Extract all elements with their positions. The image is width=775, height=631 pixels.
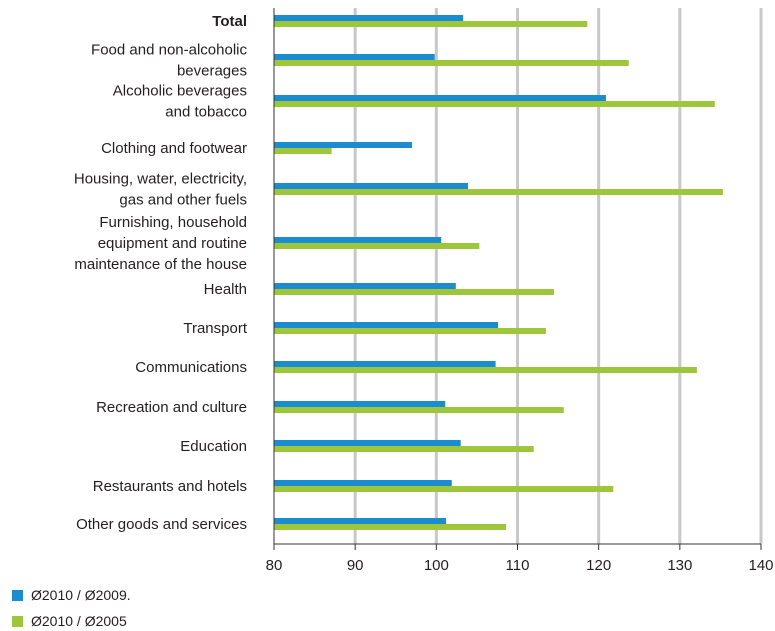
bar-series-1-6 (274, 283, 456, 289)
bar-series-1-11 (274, 480, 452, 486)
category-label-4-line-1: gas and other fuels (119, 192, 247, 209)
bar-series-1-12 (274, 518, 447, 524)
legend-swatch-series-1 (12, 589, 23, 601)
x-tick-label-100: 100 (424, 557, 449, 574)
legend-label-series-1: Ø2010 / Ø2009. (31, 587, 131, 603)
category-label-9-line-0: Recreation and culture (96, 399, 247, 416)
bar-series-1-8 (274, 361, 496, 367)
category-label-0-line-0: Total (212, 13, 247, 30)
x-tick-label-120: 120 (586, 557, 611, 574)
bar-series-2-12 (274, 524, 507, 530)
bar-series-1-10 (274, 440, 461, 446)
bar-series-1-3 (274, 142, 412, 148)
category-label-5-line-0: Furnishing, household (99, 214, 247, 231)
bar-series-2-4 (274, 189, 723, 195)
category-label-8-line-0: Communications (135, 359, 247, 376)
legend-item-series-1: Ø2010 / Ø2009. (12, 587, 131, 603)
category-label-6-line-0: Health (204, 281, 247, 298)
bar-series-2-2 (274, 101, 715, 107)
category-label-2-line-1: and tobacco (165, 104, 247, 121)
legend-label-series-2: Ø2010 / Ø2005 (31, 613, 127, 629)
legend-swatch-series-2 (12, 615, 23, 627)
x-tick-label-130: 130 (667, 557, 692, 574)
bar-series-2-1 (274, 60, 629, 66)
bar-series-1-1 (274, 54, 435, 60)
bar-series-1-7 (274, 322, 499, 328)
bar-series-2-3 (274, 148, 332, 154)
bar-series-2-11 (274, 486, 614, 492)
x-tick-label-80: 80 (266, 557, 283, 574)
bar-series-1-2 (274, 95, 606, 101)
bar-series-2-6 (274, 289, 555, 295)
category-label-2-line-0: Alcoholic beverages (113, 83, 247, 100)
category-label-1-line-1: beverages (177, 63, 247, 80)
category-label-5-line-2: maintenance of the house (74, 256, 247, 273)
bar-series-2-5 (274, 243, 480, 249)
bar-series-1-4 (274, 183, 468, 189)
bar-series-2-7 (274, 328, 546, 334)
category-label-7-line-0: Transport (183, 320, 247, 337)
legend-item-series-2: Ø2010 / Ø2005 (12, 613, 127, 629)
category-label-5-line-1: equipment and routine (98, 235, 247, 252)
x-tick-label-140: 140 (748, 557, 773, 574)
x-tick-label-110: 110 (506, 557, 530, 574)
bar-series-1-0 (274, 15, 464, 21)
bar-series-2-8 (274, 367, 697, 373)
bar-series-2-9 (274, 407, 564, 413)
category-label-12-line-0: Other goods and services (76, 516, 247, 533)
category-label-11-line-0: Restaurants and hotels (93, 478, 247, 495)
category-label-3-line-0: Clothing and footwear (101, 140, 247, 157)
x-tick-label-90: 90 (347, 557, 364, 574)
bar-series-2-0 (274, 21, 588, 27)
bar-series-1-5 (274, 237, 442, 243)
category-label-10-line-0: Education (180, 438, 247, 455)
category-label-4-line-0: Housing, water, electricity, (74, 171, 247, 188)
bar-series-2-10 (274, 446, 534, 452)
category-label-1-line-0: Food and non-alcoholic (91, 42, 247, 59)
bar-series-1-9 (274, 401, 446, 407)
